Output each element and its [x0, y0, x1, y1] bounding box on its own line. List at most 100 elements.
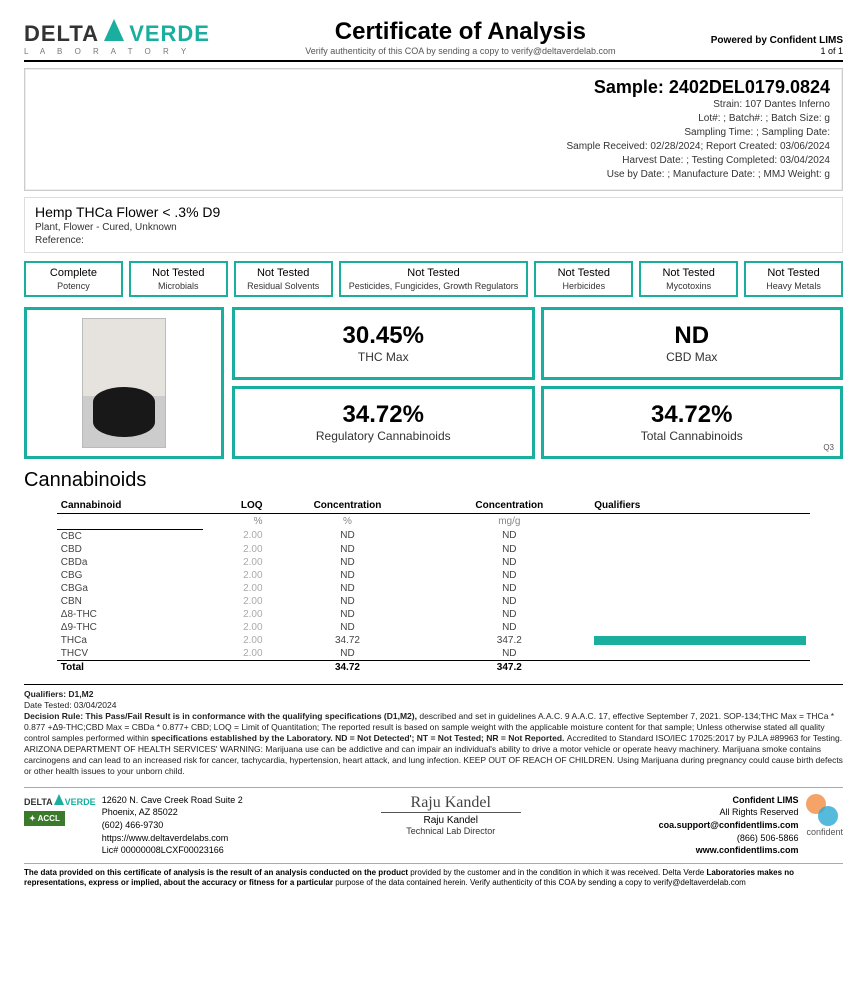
lab-sub: L A B O R A T O R Y — [24, 47, 210, 56]
sample-box: Sample: 2402DEL0179.0824 Strain: 107 Dan… — [24, 68, 843, 191]
cell-name: CBGa — [57, 582, 203, 595]
cell-mgg: ND — [428, 556, 590, 569]
metric-label: Regulatory Cannabinoids — [239, 429, 528, 443]
cell-mgg: ND — [428, 569, 590, 582]
page-title: Certificate of Analysis — [210, 18, 711, 46]
cell-bar — [590, 529, 810, 543]
metric-reg-cann: 34.72% Regulatory Cannabinoids — [232, 386, 535, 459]
th-conc-mgg: Concentration — [428, 498, 590, 514]
cell-name: Total — [57, 660, 203, 674]
cell-pct: ND — [267, 543, 429, 556]
status-result: Not Tested — [133, 267, 224, 279]
q3-label: Q3 — [823, 443, 834, 452]
cell-pct: ND — [267, 529, 429, 543]
cell-bar — [590, 634, 810, 647]
cell-bar — [590, 556, 810, 569]
status-result: Not Tested — [343, 267, 525, 279]
product-ref: Reference: — [35, 235, 832, 246]
metric-value: 34.72% — [548, 401, 837, 429]
status-cell: Not TestedResidual Solvents — [234, 261, 333, 297]
confident-logo-icon — [806, 794, 838, 826]
mini-logo: DELTAVERDE — [24, 794, 96, 807]
header: DELTA VERDE L A B O R A T O R Y Certific… — [24, 18, 843, 62]
status-result: Not Tested — [643, 267, 734, 279]
product-box: Hemp THCa Flower < .3% D9 Plant, Flower … — [24, 197, 843, 253]
metric-total-cann: 34.72% Total Cannabinoids Q3 — [541, 386, 844, 459]
cell-bar — [590, 582, 810, 595]
lab-name-1: DELTA — [24, 21, 99, 46]
table-row: CBC2.00NDND — [57, 529, 810, 543]
unit-pct: % — [267, 514, 429, 530]
sample-meta: Sample Received: 02/28/2024; Report Crea… — [37, 140, 830, 154]
fine-spec-bold: specifications established by the Labora… — [151, 733, 567, 743]
status-category: Microbials — [133, 281, 224, 291]
cannabinoids-title: Cannabinoids — [24, 469, 843, 492]
sample-meta: Harvest Date: ; Testing Completed: 03/04… — [37, 154, 830, 168]
cell-loq: 2.00 — [203, 529, 266, 543]
cell-mgg: ND — [428, 582, 590, 595]
status-category: Potency — [28, 281, 119, 291]
cell-pct: ND — [267, 569, 429, 582]
cell-bar — [590, 621, 810, 634]
cell-mgg: ND — [428, 647, 590, 661]
th-loq: LOQ — [203, 498, 266, 514]
product-name: Hemp THCa Flower < .3% D9 — [35, 204, 832, 220]
metric-cbd-max: ND CBD Max — [541, 307, 844, 380]
metric-value: 30.45% — [239, 322, 528, 350]
sample-meta: Strain: 107 Dantes Inferno — [37, 98, 830, 112]
sample-id: Sample: 2402DEL0179.0824 — [37, 77, 830, 98]
jar-icon — [82, 318, 166, 448]
status-cell: Not Tested Pesticides, Fungicides, Growth… — [339, 261, 529, 297]
metric-label: CBD Max — [548, 350, 837, 364]
addr-line: https://www.deltaverdelabs.com — [102, 832, 243, 845]
cell-pct: ND — [267, 647, 429, 661]
addr-line: Phoenix, AZ 85022 — [102, 806, 243, 819]
footer: DELTAVERDE ✦ ACCL 12620 N. Cave Creek Ro… — [24, 787, 843, 864]
cell-name: Δ9-THC — [57, 621, 203, 634]
page-number: 1 of 1 — [711, 46, 843, 56]
accl-badge: ✦ ACCL — [24, 811, 65, 826]
lims-line: (866) 506-5866 — [659, 832, 799, 845]
cell-name: CBD — [57, 543, 203, 556]
table-row: CBD2.00NDND — [57, 543, 810, 556]
cell-pct: ND — [267, 608, 429, 621]
cannabinoid-table: Cannabinoid LOQ Concentration Concentrat… — [57, 498, 810, 674]
table-row: THCV2.00NDND — [57, 647, 810, 661]
th-conc-pct: Concentration — [267, 498, 429, 514]
cell-pct: 34.72 — [267, 634, 429, 647]
cell-name: CBN — [57, 595, 203, 608]
table-row-total: Total34.72347.2 — [57, 660, 810, 674]
cell-loq: 2.00 — [203, 582, 266, 595]
cell-bar — [590, 595, 810, 608]
cell-mgg: ND — [428, 608, 590, 621]
status-category: Residual Solvents — [238, 281, 329, 291]
status-category: Pesticides, Fungicides, Growth Regulator… — [343, 281, 525, 291]
cell-bar — [590, 569, 810, 582]
cell-mgg: ND — [428, 543, 590, 556]
sample-meta: Lot#: ; Batch#: ; Batch Size: g — [37, 112, 830, 126]
metric-value: ND — [548, 322, 837, 350]
table-row: CBN2.00NDND — [57, 595, 810, 608]
status-category: Mycotoxins — [643, 281, 734, 291]
lab-logo: DELTA VERDE L A B O R A T O R Y — [24, 19, 210, 56]
disclaimer: The data provided on this certificate of… — [24, 868, 843, 888]
cell-mgg: ND — [428, 595, 590, 608]
th-qualifiers: Qualifiers — [590, 498, 810, 514]
sig-name: Raju Kandel — [253, 815, 649, 826]
verify-line: Verify authenticity of this COA by sendi… — [210, 46, 711, 56]
cell-pct: ND — [267, 595, 429, 608]
cell-loq: 2.00 — [203, 595, 266, 608]
cell-name: CBC — [57, 529, 203, 543]
status-cell: CompletePotency — [24, 261, 123, 297]
metric-label: Total Cannabinoids — [548, 429, 837, 443]
sample-meta: Sampling Time: ; Sampling Date: — [37, 126, 830, 140]
cell-pct: ND — [267, 621, 429, 634]
unit-mgg: mg/g — [428, 514, 590, 530]
cell-mgg: ND — [428, 529, 590, 543]
metric-value: 34.72% — [239, 401, 528, 429]
signature: Raju Kandel — [381, 794, 521, 813]
cell-name: Δ8-THC — [57, 608, 203, 621]
cell-name: THCV — [57, 647, 203, 661]
cell-pct: 34.72 — [267, 660, 429, 674]
cell-bar — [590, 543, 810, 556]
